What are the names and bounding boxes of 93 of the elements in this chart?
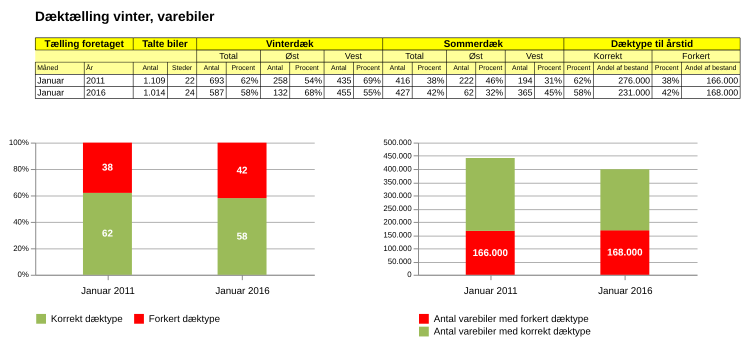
text: 1.109 <box>143 75 166 86</box>
text: Vinterdæk <box>266 38 314 50</box>
y-tick-label: 150.000 <box>383 230 412 240</box>
text: 166.000 <box>706 75 738 86</box>
data-label: 38 <box>102 162 114 174</box>
text: 32% <box>486 87 504 98</box>
data-label: 166.000 <box>472 248 508 259</box>
y-tick-label: 250.000 <box>383 204 412 214</box>
text: Total <box>219 51 238 61</box>
text: 231.000 <box>618 87 650 98</box>
text: Øst <box>285 51 300 61</box>
text: 62% <box>240 75 259 86</box>
text: Vest <box>344 51 363 61</box>
text: 38% <box>662 75 680 86</box>
text: 194 <box>518 75 533 86</box>
text: 455 <box>336 87 352 98</box>
text: 42% <box>426 87 445 98</box>
text: Vest <box>526 51 544 61</box>
text: 276.000 <box>618 75 650 86</box>
text: 2016 <box>86 87 106 98</box>
text: Januar <box>37 75 64 86</box>
text: 24 <box>185 87 195 98</box>
text: 69% <box>363 75 382 86</box>
y-tick-label: 350.000 <box>383 178 412 187</box>
text: 1.014 <box>143 87 166 98</box>
y-tick-label: 0 <box>407 270 412 280</box>
bar <box>82 142 132 193</box>
text: 435 <box>336 75 352 86</box>
y-tick-label: 80% <box>13 164 29 174</box>
y-tick-label: 0% <box>18 270 29 280</box>
bar <box>218 142 267 198</box>
text: 693 <box>210 75 224 86</box>
text: Dæktælling vinter, varebiler <box>34 8 216 24</box>
legend-label: Korrekt dæktype <box>50 314 123 325</box>
bar <box>466 158 515 231</box>
text: Korrekt <box>594 51 623 61</box>
text: 45% <box>544 87 562 98</box>
y-tick-label: 40% <box>13 217 29 226</box>
text: 132 <box>273 87 288 98</box>
data-label: 168.000 <box>607 248 644 259</box>
text: 58% <box>240 87 259 98</box>
y-tick-label: 20% <box>13 244 29 253</box>
text: 31% <box>544 75 562 86</box>
text: 46% <box>486 75 504 86</box>
text: 587 <box>210 87 224 98</box>
bar <box>218 198 267 275</box>
text: 38% <box>426 75 445 86</box>
y-tick-label: 450.000 <box>383 151 412 160</box>
text: 222 <box>459 75 474 86</box>
text: Total <box>405 51 424 61</box>
y-tick-label: 200.000 <box>383 217 412 226</box>
legend-label: Antal varebiler med korrekt dæktype <box>434 326 591 338</box>
text: 58% <box>574 87 592 98</box>
y-tick-label: 300.000 <box>383 190 412 200</box>
data-label: 42 <box>236 165 248 176</box>
text: 68% <box>304 87 322 98</box>
y-tick-label: 500.000 <box>383 138 412 148</box>
bar <box>600 230 650 275</box>
legend-label: Forkert dæktype <box>148 314 220 325</box>
y-tick-label: 60% <box>13 190 29 200</box>
text: 427 <box>396 87 410 98</box>
y-tick-label: 400.000 <box>383 164 412 174</box>
text: 54% <box>304 75 322 86</box>
y-tick-label: 50.000 <box>388 257 412 266</box>
text: 258 <box>273 75 288 86</box>
text: 22 <box>185 75 195 86</box>
data-label: 62 <box>102 228 114 240</box>
text: Forkert <box>682 51 711 61</box>
text: 365 <box>518 87 533 98</box>
y-tick-label: 100% <box>8 138 29 148</box>
x-tick-label: Januar 2016 <box>598 286 654 297</box>
text: Januar <box>37 87 64 98</box>
legend-label: Antal varebiler med forkert dæktype <box>434 314 589 325</box>
text: Sommerdæk <box>444 38 504 50</box>
text: Dæktype til årstid <box>610 38 694 50</box>
y-tick-label: 100.000 <box>383 244 412 253</box>
text: 62% <box>574 75 592 86</box>
text: Øst <box>468 51 484 61</box>
text: 2011 <box>86 75 106 86</box>
bar <box>600 169 650 230</box>
text: Talte biler <box>142 38 188 50</box>
x-tick-label: Januar 2011 <box>81 286 135 297</box>
text: 62 <box>464 87 474 98</box>
text: 55% <box>363 87 382 98</box>
bar <box>466 230 515 275</box>
text: Tælling foretaget <box>44 38 125 50</box>
bar <box>82 192 132 275</box>
data-label: 58 <box>236 231 248 242</box>
x-tick-label: Januar 2016 <box>215 286 270 297</box>
text: 416 <box>396 75 410 86</box>
text: 42% <box>662 87 680 98</box>
text: 168.000 <box>706 87 738 98</box>
x-tick-label: Januar 2011 <box>464 286 518 297</box>
